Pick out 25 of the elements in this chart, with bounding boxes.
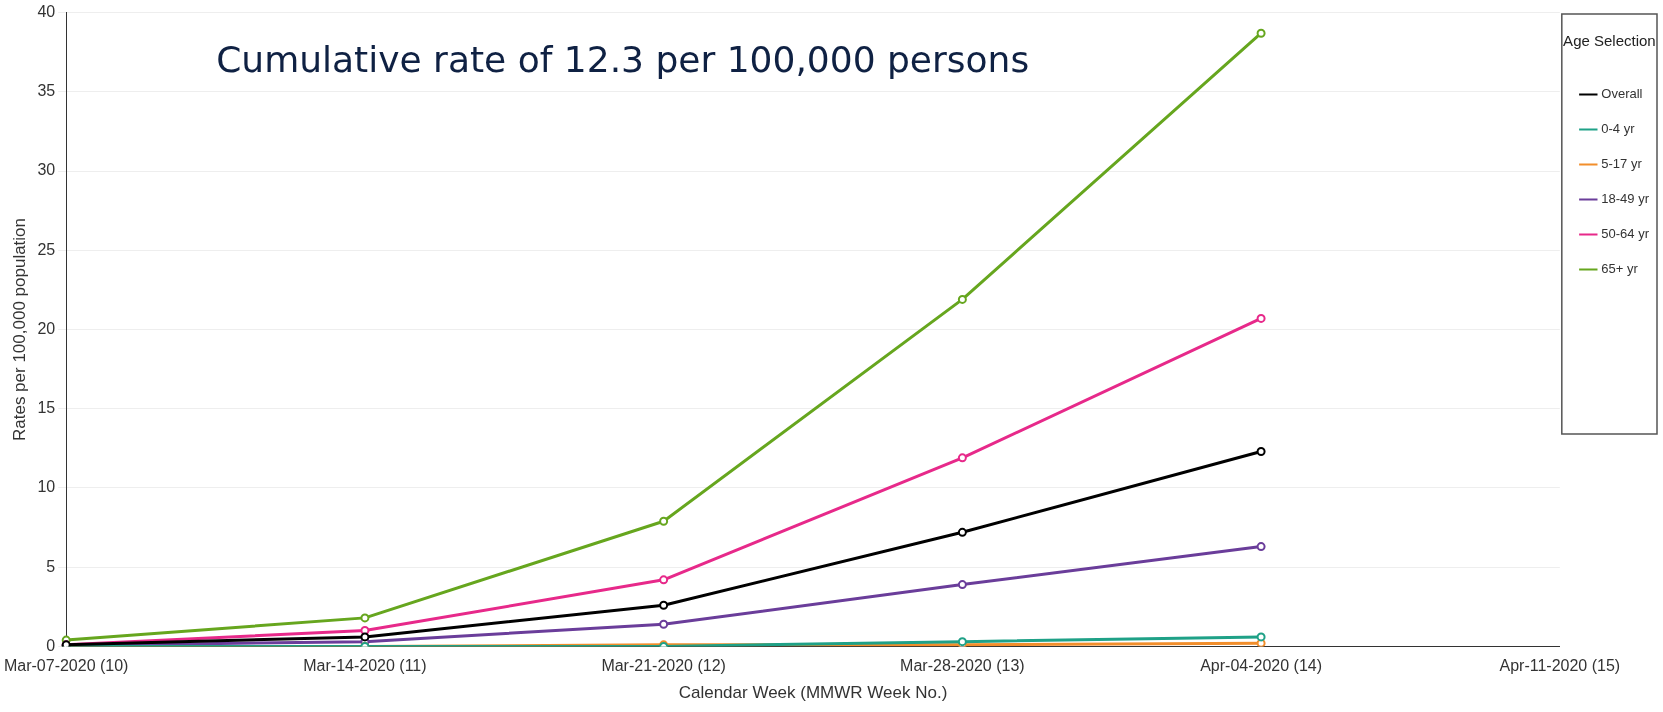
- y-tick-label: 25: [37, 240, 56, 258]
- legend-title: Age Selection: [1563, 31, 1656, 49]
- legend-label: Overall: [1601, 86, 1643, 102]
- y-axis-title: Rates per 100,000 population: [9, 217, 29, 442]
- legend-label: 50-64 yr: [1601, 226, 1650, 242]
- x-tick-label: Mar-14-2020 (11): [303, 657, 427, 675]
- legend-label: 5-17 yr: [1601, 156, 1643, 172]
- legend-label: 0-4 yr: [1601, 121, 1636, 137]
- y-tick-label: 5: [46, 557, 56, 575]
- y-tick-label: 10: [37, 478, 56, 496]
- annotation: Cumulative rate of 12.3 per 100,000 persons: [216, 38, 1030, 80]
- y-tick-label: 30: [37, 161, 56, 179]
- y-tick-label: 15: [37, 399, 56, 417]
- x-tick-label: Mar-28-2020 (13): [900, 657, 1025, 675]
- x-tick-label: Apr-11-2020 (15): [1499, 657, 1621, 675]
- x-tick-label: Apr-04-2020 (14): [1200, 657, 1323, 675]
- x-tick-label: Mar-07-2020 (10): [3, 657, 129, 675]
- legend-label: 65+ yr: [1601, 261, 1639, 277]
- y-tick-label: 35: [37, 82, 56, 100]
- x-tick-label: Mar-21-2020 (12): [601, 657, 726, 675]
- y-tick-label: 40: [37, 3, 56, 21]
- legend-label: 18-49 yr: [1601, 191, 1650, 207]
- y-tick-label: 0: [46, 636, 56, 654]
- x-axis-title: Calendar Week (MMWR Week No.): [678, 683, 948, 703]
- y-tick-label: 20: [37, 319, 56, 337]
